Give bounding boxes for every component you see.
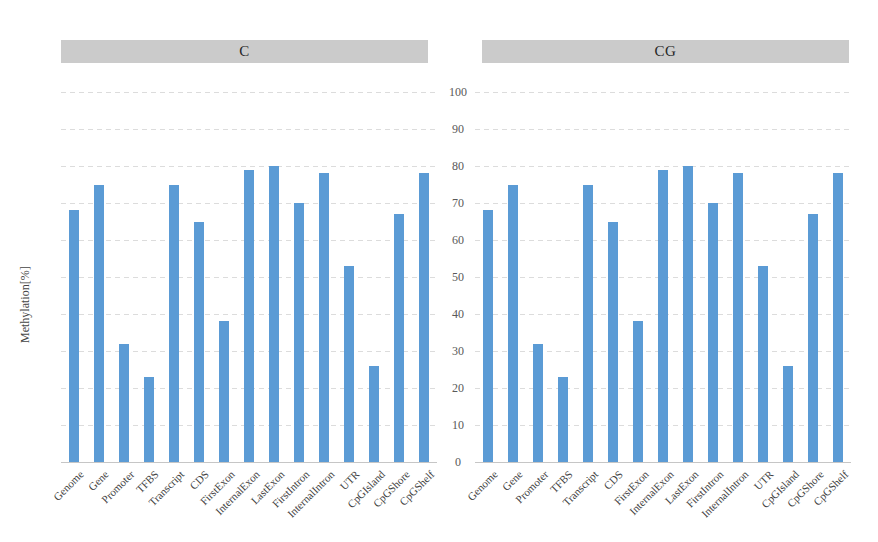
- bar-cg-cds: [608, 222, 618, 463]
- bar-c-promoter: [119, 344, 129, 462]
- bar-cg-utr: [758, 266, 768, 462]
- y-tick-label-20: 20: [441, 381, 475, 395]
- methylation-bar-chart: Methylation[%] C CG GenomeGenePromoterTF…: [0, 0, 878, 542]
- y-tick-label-90: 90: [441, 122, 475, 136]
- bar-cg-firstintron: [708, 203, 718, 462]
- gridline-90: [61, 129, 437, 130]
- bar-c-firstintron: [294, 203, 304, 462]
- bar-cg-genome: [483, 210, 493, 462]
- bar-c-cpgshelf: [419, 173, 429, 462]
- panel-header-cg: CG: [482, 40, 849, 63]
- bar-cg-cpgshelf: [833, 173, 843, 462]
- x-tick-label-genome: Genome: [51, 468, 86, 503]
- bar-cg-transcript: [583, 185, 593, 463]
- bar-c-gene: [94, 185, 104, 463]
- y-tick-label-40: 40: [441, 307, 475, 321]
- bar-cg-internalintron: [733, 173, 743, 462]
- gridline-100: [475, 92, 851, 93]
- plot-area-c: GenomeGenePromoterTFBSTranscriptCDSFirst…: [61, 92, 437, 463]
- bar-cg-gene: [508, 185, 518, 463]
- gridline-90: [475, 129, 851, 130]
- y-tick-label-50: 50: [441, 270, 475, 284]
- y-tick-label-0: 0: [441, 455, 475, 469]
- y-axis-title: Methylation[%]: [18, 266, 33, 343]
- panel-header-c: C: [61, 40, 428, 63]
- bar-cg-internalexon: [658, 170, 668, 462]
- bar-c-cpgisland: [369, 366, 379, 462]
- y-tick-label-30: 30: [441, 344, 475, 358]
- bar-c-cpgshore: [394, 214, 404, 462]
- bar-cg-cpgshore: [808, 214, 818, 462]
- bar-c-tfbs: [144, 377, 154, 462]
- bar-c-lastexon: [269, 166, 279, 462]
- bar-c-transcript: [169, 185, 179, 463]
- bar-cg-cpgisland: [783, 366, 793, 462]
- bar-c-firstexon: [219, 321, 229, 462]
- y-tick-label-80: 80: [441, 159, 475, 173]
- bar-c-internalexon: [244, 170, 254, 462]
- bar-cg-firstexon: [633, 321, 643, 462]
- x-tick-label-genome: Genome: [465, 468, 500, 503]
- gridline-100: [61, 92, 437, 93]
- bar-cg-promoter: [533, 344, 543, 462]
- bar-c-genome: [69, 210, 79, 462]
- bar-cg-lastexon: [683, 166, 693, 462]
- gridline-80: [475, 166, 851, 167]
- y-axis-tick-labels: 1009080706050403020100: [441, 92, 475, 462]
- y-tick-label-100: 100: [441, 85, 475, 99]
- bar-c-internalintron: [319, 173, 329, 462]
- plot-area-cg: GenomeGenePromoterTFBSTranscriptCDSFirst…: [475, 92, 851, 463]
- y-tick-label-60: 60: [441, 233, 475, 247]
- gridline-80: [61, 166, 437, 167]
- bar-c-cds: [194, 222, 204, 463]
- bar-c-utr: [344, 266, 354, 462]
- y-tick-label-70: 70: [441, 196, 475, 210]
- y-tick-label-10: 10: [441, 418, 475, 432]
- bar-cg-tfbs: [558, 377, 568, 462]
